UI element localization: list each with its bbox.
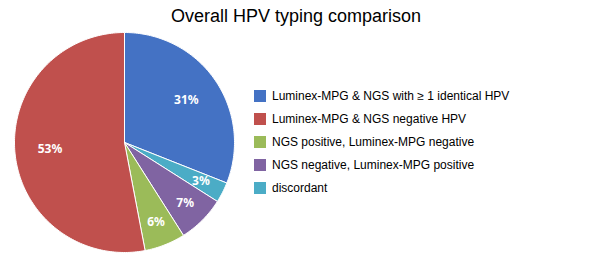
svg-text:31%: 31%: [174, 91, 199, 108]
html-text:Luminex-MPG & NGS with ≥ 1 ide: Luminex-MPG & NGS with ≥ 1 identical HPV: [272, 89, 510, 103]
html-text:Luminex-MPG & NGS negative HPV: Luminex-MPG & NGS negative HPV: [272, 112, 467, 126]
html-text:NGS positive, Luminex-MPG nega: NGS positive, Luminex-MPG negative: [272, 135, 475, 149]
html-text:discordant: discordant: [272, 181, 328, 195]
svg-text:53%: 53%: [38, 140, 63, 157]
svg-text:7%: 7%: [176, 194, 194, 211]
html-text:NGS negative, Luminex-MPG posi: NGS negative, Luminex-MPG positive: [272, 158, 475, 172]
svg-text:3%: 3%: [192, 172, 210, 189]
html-text:Overall HPV typing comparison: Overall HPV typing comparison: [170, 6, 421, 26]
svg-text:6%: 6%: [147, 213, 165, 230]
